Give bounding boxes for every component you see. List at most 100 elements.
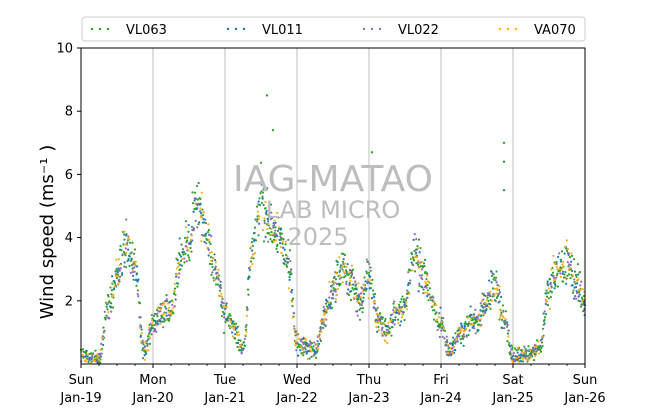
- data-point: [276, 211, 279, 215]
- data-point: [473, 313, 476, 316]
- data-point: [187, 256, 191, 259]
- data-point: [401, 310, 404, 313]
- data-point: [340, 276, 343, 279]
- data-point: [284, 240, 287, 243]
- data-point: [539, 339, 542, 342]
- data-point: [280, 227, 283, 230]
- data-point: [150, 319, 153, 322]
- data-point: [178, 253, 182, 256]
- data-point: [96, 356, 99, 359]
- data-point: [120, 249, 123, 252]
- data-point: [368, 274, 371, 277]
- data-point: [580, 296, 584, 299]
- data-point: [391, 313, 394, 316]
- data-point: [444, 342, 447, 345]
- data-point: [342, 262, 345, 266]
- data-point: [359, 296, 362, 299]
- data-point: [139, 335, 142, 338]
- data-point: [565, 282, 568, 285]
- data-point: [302, 342, 305, 346]
- data-point: [184, 252, 187, 255]
- data-point: [374, 307, 377, 310]
- data-point: [123, 233, 126, 236]
- data-point: [349, 283, 352, 287]
- data-point: [103, 316, 107, 319]
- data-point: [524, 351, 527, 354]
- data-point: [573, 270, 577, 273]
- data-point: [146, 344, 149, 347]
- data-point: [453, 338, 456, 341]
- data-point: [301, 347, 304, 351]
- data-point: [454, 342, 457, 345]
- y-axis-label: Wind speed (ms⁻¹ ): [37, 145, 58, 319]
- data-point: [387, 326, 390, 329]
- x-tick-label-date: Jan-25: [491, 391, 533, 406]
- data-point: [111, 306, 115, 309]
- data-point: [350, 264, 353, 267]
- data-point: [100, 352, 103, 355]
- data-point: [496, 284, 499, 287]
- data-point: [200, 240, 203, 243]
- data-point: [573, 297, 576, 300]
- data-point: [130, 251, 133, 254]
- data-point: [498, 291, 501, 294]
- data-point: [301, 341, 304, 344]
- x-tick-label-date: Jan-24: [419, 391, 461, 406]
- data-point: [342, 252, 345, 256]
- data-point: [442, 326, 445, 330]
- data-point: [377, 320, 380, 323]
- data-point: [508, 341, 511, 344]
- data-point: [291, 304, 294, 308]
- data-point: [343, 265, 346, 268]
- data-point: [256, 220, 259, 223]
- data-point: [357, 282, 360, 285]
- x-tick-label-day: Wed: [283, 373, 311, 388]
- data-point: [534, 351, 537, 354]
- data-point: [256, 210, 259, 213]
- data-point: [271, 215, 274, 219]
- data-point: [555, 276, 558, 279]
- data-point: [516, 351, 519, 354]
- data-point: [170, 312, 173, 315]
- data-point: [132, 278, 135, 281]
- data-point: [558, 268, 561, 271]
- data-point: [381, 334, 384, 337]
- data-point: [479, 309, 482, 312]
- data-point: [391, 321, 394, 324]
- data-point: [463, 322, 466, 325]
- data-point: [214, 261, 217, 264]
- data-point: [210, 259, 213, 263]
- data-point: [523, 356, 526, 359]
- data-point: [400, 307, 403, 310]
- data-point: [319, 339, 323, 343]
- data-point: [543, 316, 547, 319]
- data-point: [260, 181, 263, 184]
- data-point: [480, 314, 483, 318]
- data-point: [412, 238, 415, 241]
- data-point: [406, 289, 409, 292]
- data-point: [575, 297, 578, 300]
- data-point: [356, 298, 360, 301]
- data-point: [397, 303, 401, 306]
- data-point: [535, 345, 538, 348]
- data-point: [280, 238, 283, 241]
- data-point: [288, 249, 292, 252]
- data-point: [363, 292, 366, 295]
- data-point: [493, 287, 496, 291]
- data-point: [368, 262, 371, 265]
- data-point: [185, 237, 188, 240]
- data-point: [303, 346, 306, 349]
- data-point: [289, 259, 292, 263]
- data-point: [216, 275, 219, 278]
- data-point: [234, 333, 237, 336]
- data-point: [490, 274, 494, 278]
- data-point: [106, 301, 109, 304]
- data-point: [563, 273, 566, 276]
- data-point: [464, 321, 467, 324]
- data-point: [562, 270, 565, 273]
- data-point: [382, 323, 385, 326]
- data-point: [307, 343, 310, 346]
- data-point: [229, 320, 232, 323]
- data-point: [423, 285, 426, 289]
- data-point: [233, 324, 236, 328]
